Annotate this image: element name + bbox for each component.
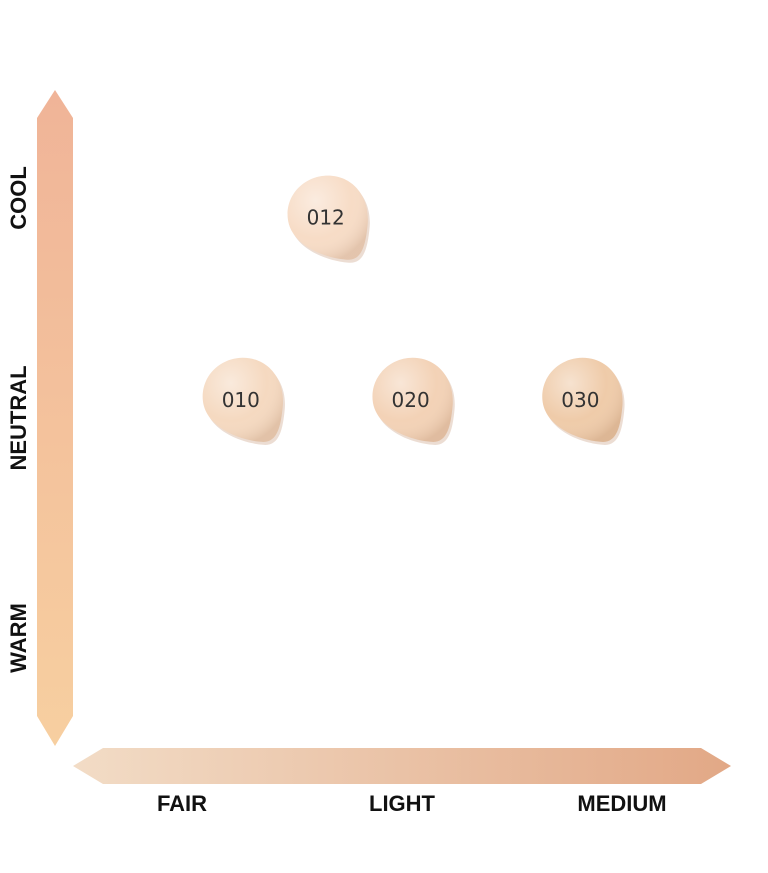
swatch-shine bbox=[542, 357, 623, 442]
x-axis-arrow bbox=[73, 748, 731, 784]
swatch-label-020: 020 bbox=[392, 388, 430, 412]
x-tick-label-medium: MEDIUM bbox=[577, 791, 666, 816]
y-axis-arrow bbox=[37, 90, 73, 746]
swatch-shine bbox=[287, 175, 368, 260]
shade-swatch-020: 020 bbox=[372, 357, 455, 445]
swatch-label-012: 012 bbox=[307, 206, 345, 230]
swatch-label-030: 030 bbox=[561, 388, 599, 412]
y-tick-label-warm: WARM bbox=[6, 603, 31, 673]
y-tick-label-cool: COOL bbox=[6, 166, 31, 230]
swatch-label-010: 010 bbox=[222, 388, 260, 412]
swatch-shine bbox=[202, 357, 283, 442]
y-tick-label-neutral: NEUTRAL bbox=[6, 365, 31, 470]
swatch-layer: 012 010 020 030 bbox=[202, 175, 625, 445]
swatch-shine bbox=[372, 357, 453, 442]
x-tick-label-fair: FAIR bbox=[157, 791, 207, 816]
shade-swatch-010: 010 bbox=[202, 357, 285, 445]
shade-swatch-012: 012 bbox=[287, 175, 370, 263]
shade-swatch-030: 030 bbox=[542, 357, 625, 445]
x-tick-label-light: LIGHT bbox=[369, 791, 436, 816]
